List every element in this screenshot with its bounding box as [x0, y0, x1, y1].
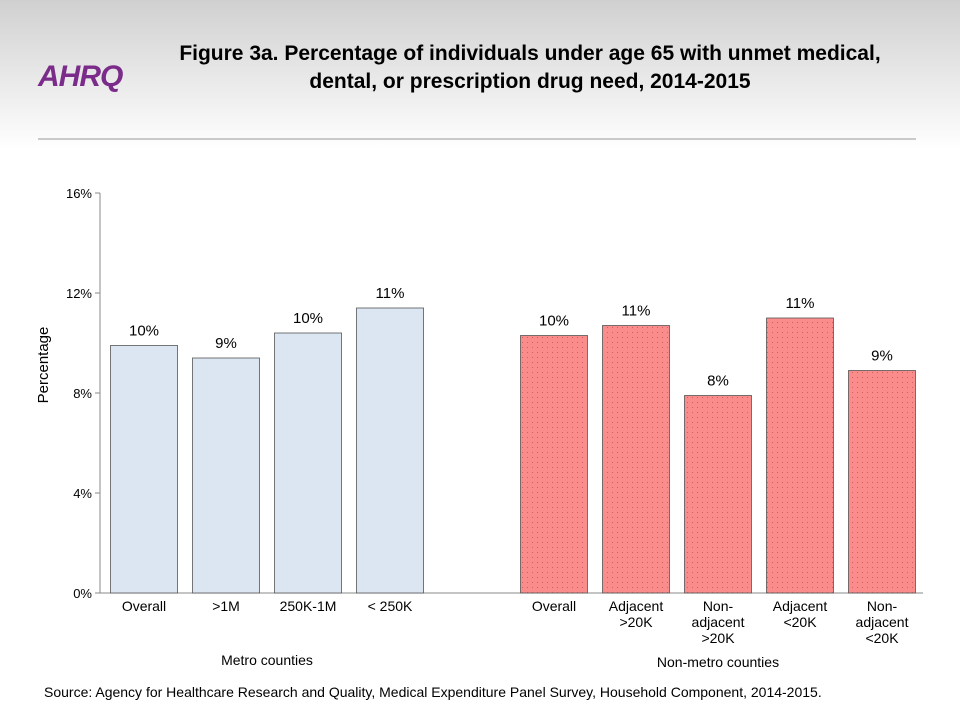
- value-label: 11%: [376, 285, 405, 302]
- x-tick-label: 250K-1M: [279, 598, 337, 614]
- value-label: 11%: [786, 295, 815, 312]
- value-label: 10%: [293, 310, 323, 327]
- bar-texture: [849, 371, 915, 593]
- bar-texture: [603, 326, 669, 593]
- chart-title: Figure 3a. Percentage of individuals und…: [179, 42, 881, 93]
- x-tick-label: Non- adjacent >20K: [691, 598, 745, 646]
- value-label: 8%: [707, 373, 729, 390]
- x-tick-label: Non- adjacent <20K: [855, 598, 909, 646]
- value-label: 11%: [622, 303, 651, 320]
- y-tick-label: 0%: [73, 586, 92, 601]
- y-tick-label: 8%: [73, 386, 92, 401]
- y-tick-label: 16%: [66, 186, 92, 201]
- bar: [110, 345, 178, 594]
- bar-texture: [767, 318, 833, 593]
- value-label: 10%: [129, 323, 159, 340]
- y-tick-label: 12%: [66, 286, 92, 301]
- bar: [192, 357, 260, 594]
- value-label: 9%: [215, 335, 237, 352]
- value-label: 9%: [871, 348, 893, 365]
- group-label: Non-metro counties: [656, 654, 780, 670]
- bar-texture: [685, 396, 751, 593]
- value-label: 10%: [539, 313, 569, 330]
- x-tick-label: Overall: [531, 598, 577, 614]
- x-tick-label: >1M: [212, 598, 240, 614]
- logo: AHRQ: [38, 60, 123, 93]
- x-tick-label: Overall: [121, 598, 167, 614]
- bar: [274, 332, 342, 594]
- y-tick-label: 4%: [73, 486, 92, 501]
- x-tick-label: < 250K: [367, 598, 413, 614]
- bar: [356, 307, 424, 594]
- source-note: Source: Agency for Healthcare Research a…: [44, 684, 822, 700]
- x-tick-label: Adjacent <20K: [772, 598, 828, 630]
- bar-texture: [521, 336, 587, 593]
- y-axis-label: Percentage: [35, 327, 52, 404]
- group-label: Metro counties: [221, 652, 313, 668]
- x-tick-label: Adjacent >20K: [608, 598, 664, 630]
